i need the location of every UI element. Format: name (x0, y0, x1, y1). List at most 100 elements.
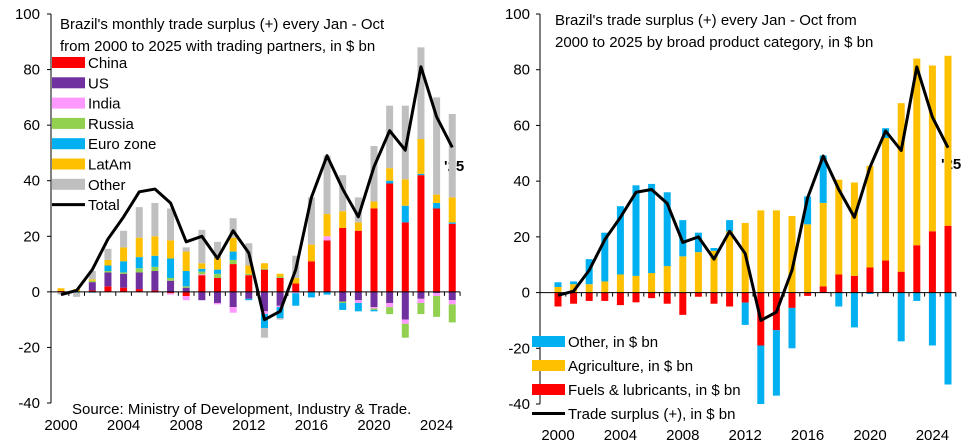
bar-china-2021 (386, 183, 394, 292)
bar-latam-2003 (104, 259, 112, 266)
bar-india-2010 (214, 302, 221, 305)
bar-china-2018 (339, 227, 347, 292)
bar-other-2009 (198, 229, 206, 264)
y-tick-label: 0 (32, 284, 40, 301)
bar-china-2008 (182, 291, 190, 297)
bar-other-in-bn-2017 (819, 155, 827, 203)
bar-russia-2007 (167, 277, 175, 281)
bar-china-2017 (323, 240, 331, 292)
bar-other-2019 (354, 197, 362, 223)
bar-other-2004 (120, 230, 128, 248)
bar-agriculture-in-bn-2017 (819, 202, 827, 287)
bar-euro-zone-2005 (135, 257, 143, 269)
legend-label: Russia (88, 116, 135, 133)
bar-fuels-lubricants-in-bn-2007 (663, 292, 671, 304)
bar-russia-2004 (120, 272, 128, 274)
bar-fuels-lubricants-in-bn-2011 (726, 292, 734, 307)
total-line (60, 65, 454, 322)
bar-russia-2002 (88, 280, 96, 283)
bar-china-2012 (245, 275, 253, 292)
x-tick-label: 2008 (170, 417, 203, 434)
y-tick-label: 100 (15, 6, 40, 23)
bar-india-2025 (448, 300, 456, 305)
bar-china-2010 (214, 277, 221, 292)
bar-us-2003 (104, 272, 112, 287)
y-tick-label: 100 (505, 6, 530, 23)
bar-other-2003 (104, 248, 112, 260)
bar-latam-2013 (260, 263, 268, 269)
legend-label: Euro zone (88, 136, 156, 153)
legend-label: LatAm (88, 157, 131, 174)
legend-label: Total (88, 197, 120, 214)
bar-china-2011 (229, 264, 237, 292)
bar-agriculture-in-bn-2015 (788, 215, 796, 293)
bar-china-2024 (433, 208, 441, 292)
bar-russia-2010 (214, 273, 221, 278)
bar-latam-2016 (307, 244, 315, 262)
bar-euro-zone-2016 (307, 291, 315, 298)
bar-china-2015 (292, 283, 300, 292)
bar-other-in-bn-2019 (850, 292, 858, 328)
bar-china-2019 (354, 230, 362, 292)
x-tick-label: 2012 (729, 427, 762, 444)
bar-other-2025 (448, 114, 456, 198)
legend-label: China (88, 55, 128, 72)
bar-us-2018 (339, 291, 347, 302)
bar-euro-zone-2022 (401, 205, 409, 223)
bar-latam-2005 (135, 237, 143, 258)
bar-other-in-bn-2025 (944, 292, 952, 385)
bar-fuels-lubricants-in-bn-2004 (616, 292, 624, 306)
bar-euro-zone-2018 (339, 302, 347, 310)
bar-india-2017 (323, 236, 331, 241)
y-tick-label: 20 (23, 228, 40, 245)
bar-fuels-lubricants-in-bn-2021 (882, 260, 890, 293)
bar-other-in-bn-2007 (663, 192, 671, 267)
bar-other-in-bn-2014 (772, 330, 780, 396)
chart-title-line-1: Brazil's monthly trade surplus (+) every… (60, 16, 385, 33)
bar-latam-2000 (57, 288, 65, 292)
bar-latam-2021 (386, 168, 394, 181)
bar-agriculture-in-bn-2008 (679, 256, 687, 293)
y-tick-label: 60 (23, 117, 40, 134)
bar-agriculture-in-bn-2024 (928, 65, 936, 232)
bar-agriculture-in-bn-2018 (835, 179, 843, 275)
y-tick-label: -40 (18, 395, 40, 412)
bar-india-2007 (167, 293, 175, 295)
bar-fuels-lubricants-in-bn-2003 (601, 292, 609, 301)
bar-russia-2005 (135, 268, 143, 273)
bar-fuels-lubricants-in-bn-2015 (788, 292, 796, 308)
bar-latam-2022 (401, 179, 409, 206)
x-tick-label: 2012 (232, 417, 265, 434)
bar-russia-2020 (370, 308, 378, 310)
bar-other-2014 (276, 318, 284, 320)
bar-latam-2014 (276, 273, 284, 277)
bar-us-2011 (229, 291, 237, 308)
bar-agriculture-in-bn-2019 (850, 182, 858, 276)
legend-label: Other (88, 177, 126, 194)
bar-us-2004 (120, 273, 128, 288)
bar-india-2021 (386, 302, 394, 308)
bar-euro-zone-2020 (370, 309, 378, 312)
chart-title-line-2: from 2000 to 2025 with trading partners,… (60, 38, 375, 55)
bar-euro-zone-2008 (182, 271, 190, 287)
bar-other-in-bn-2005 (632, 185, 640, 276)
x-tick-label: 2008 (666, 427, 699, 444)
bar-russia-2003 (104, 271, 112, 273)
bar-us-2008 (182, 287, 190, 292)
bar-other-in-bn-2001 (570, 281, 578, 285)
bar-agriculture-in-bn-2010 (710, 250, 718, 293)
bar-us-2024 (433, 291, 441, 294)
bar-russia-2008 (182, 286, 190, 288)
legend-swatch (532, 360, 565, 371)
x-tick-label: 2000 (541, 427, 574, 444)
bar-other-in-bn-2013 (757, 345, 765, 404)
bar-india-2022 (401, 319, 409, 324)
bar-us-2007 (167, 280, 175, 292)
bar-euro-zone-2007 (167, 258, 175, 278)
bar-india-2019 (354, 300, 362, 303)
bar-us-2020 (370, 291, 378, 308)
bar-agriculture-in-bn-2002 (585, 284, 593, 293)
bar-euro-zone-2006 (151, 255, 159, 267)
bar-us-2022 (401, 291, 409, 320)
bar-agriculture-in-bn-2022 (897, 103, 905, 272)
